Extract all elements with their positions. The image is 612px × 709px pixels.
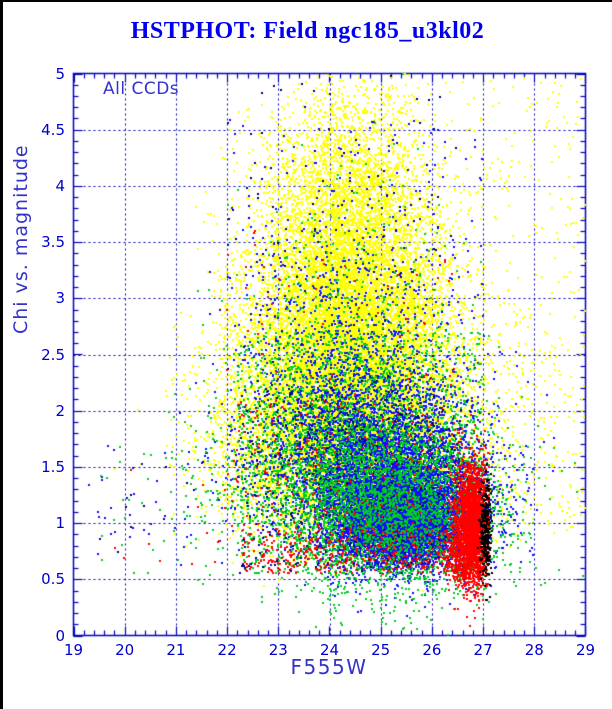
y-tick-label: 3.5 (41, 233, 65, 252)
x-tick-label: 23 (268, 641, 288, 659)
x-tick-label: 25 (371, 641, 391, 659)
y-tick-label: 1 (55, 514, 65, 533)
x-tick-label: 19 (63, 641, 84, 659)
x-tick-label: 28 (524, 641, 544, 659)
y-tick-label: 5 (55, 64, 65, 83)
x-tick-label: 26 (422, 641, 442, 659)
x-tick-label: 21 (166, 641, 186, 659)
y-tick-label: 2 (55, 401, 65, 420)
all-ccds-annotation: All CCDs (103, 79, 180, 99)
y-tick-label: 0.5 (41, 570, 65, 589)
x-axis-label: F555W (290, 655, 368, 679)
x-tick-label: 27 (473, 641, 493, 659)
x-tick-label: 20 (115, 641, 135, 659)
y-tick-label: 4.5 (41, 120, 65, 139)
y-tick-label: 2.5 (41, 345, 65, 364)
x-tick-label: 29 (575, 641, 596, 659)
x-tick-label: 22 (217, 641, 237, 659)
y-tick-label: 4 (55, 176, 65, 195)
y-tick-label: 3 (55, 289, 65, 308)
y-tick-label: 1.5 (41, 457, 65, 476)
y-tick-label: 0 (55, 626, 65, 645)
x-tick-label: 24 (319, 641, 340, 659)
scatter-plot-canvas (3, 2, 612, 709)
